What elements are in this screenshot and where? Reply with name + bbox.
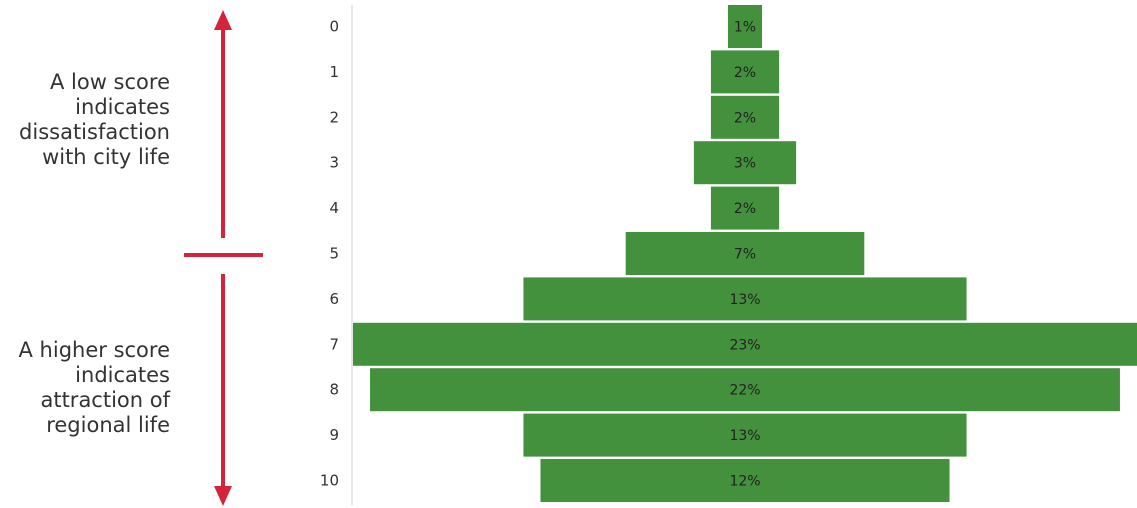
bar — [625, 232, 865, 275]
bar — [523, 277, 967, 321]
bar — [693, 141, 797, 185]
bar-value-label: 7% — [734, 247, 756, 263]
bar — [727, 5, 763, 48]
category-tick-label: 10 — [320, 472, 339, 490]
bar-value-label: 12% — [729, 474, 760, 490]
bar-value-label: 13% — [729, 428, 760, 444]
high-score-annotation: A higher score indicates attraction of r… — [18, 338, 170, 437]
category-axis: 0 1 2 3 4 5 6 7 8 9 10 — [320, 5, 353, 505]
category-tick-label: 0 — [329, 18, 339, 36]
bar — [370, 368, 1120, 412]
category-tick-label: 6 — [329, 290, 339, 308]
bars: 1% 2% 2% 3% 2% 7% 13% 23% 22% 13% 12% — [353, 5, 1137, 502]
bar-value-label: 2% — [734, 110, 756, 126]
bar-value-label: 23% — [729, 337, 760, 353]
down-arrow-head-icon — [214, 486, 232, 506]
category-tick-label: 7 — [329, 335, 339, 353]
bar-value-label: 13% — [729, 292, 760, 308]
category-tick-label: 8 — [329, 381, 339, 399]
category-tick-label: 3 — [329, 154, 339, 172]
bar — [710, 186, 780, 230]
category-tick-label: 1 — [329, 63, 339, 81]
bar — [710, 50, 780, 94]
category-tick-label: 9 — [329, 426, 339, 444]
up-arrow-head-icon — [214, 10, 232, 30]
low-score-annotation: A low score indicates dissatisfaction wi… — [19, 70, 170, 169]
bar-value-label: 1% — [734, 20, 756, 36]
category-tick-label: 5 — [329, 245, 339, 263]
bar-value-label: 3% — [734, 156, 756, 172]
bar-value-label: 2% — [734, 201, 756, 217]
score-scale-arrows — [184, 10, 263, 506]
bar — [353, 322, 1137, 366]
category-tick-label: 2 — [329, 108, 339, 126]
bar — [523, 413, 967, 457]
bar — [540, 459, 950, 502]
category-tick-label: 4 — [329, 199, 339, 217]
bar — [710, 95, 780, 139]
bar-value-label: 22% — [729, 383, 760, 399]
bar-value-label: 2% — [734, 65, 756, 81]
